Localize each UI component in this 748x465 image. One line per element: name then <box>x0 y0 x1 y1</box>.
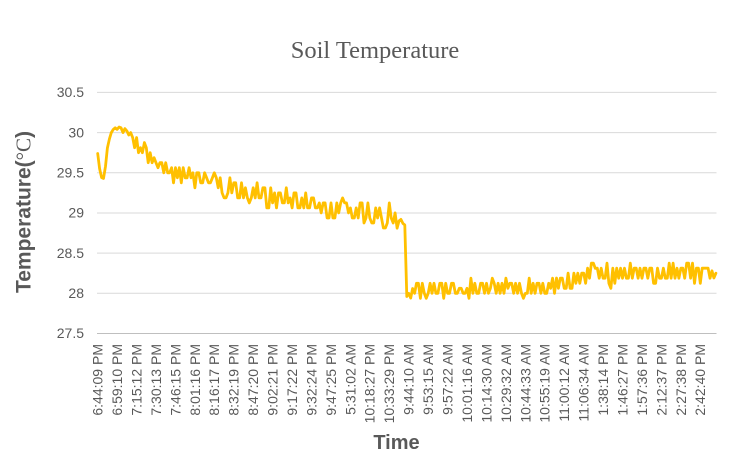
svg-text:29.5: 29.5 <box>57 165 84 181</box>
svg-text:2:42:40 PM: 2:42:40 PM <box>692 344 708 416</box>
svg-text:27.5: 27.5 <box>57 325 84 341</box>
svg-text:5:31:02 AM: 5:31:02 AM <box>342 344 358 415</box>
svg-text:9:57:22 AM: 9:57:22 AM <box>440 344 456 415</box>
svg-text:7:15:12 PM: 7:15:12 PM <box>129 344 145 416</box>
svg-text:2:27:38 PM: 2:27:38 PM <box>673 344 689 416</box>
svg-text:10:33:29 PM: 10:33:29 PM <box>381 344 397 423</box>
svg-text:28: 28 <box>68 285 84 301</box>
svg-text:7:30:13 PM: 7:30:13 PM <box>148 344 164 416</box>
svg-text:10:29:32 AM: 10:29:32 AM <box>498 344 514 423</box>
svg-text:1:46:27 PM: 1:46:27 PM <box>614 344 630 416</box>
svg-text:28.5: 28.5 <box>57 245 84 261</box>
svg-text:6:59:10 PM: 6:59:10 PM <box>109 344 125 416</box>
svg-text:8:01:16 PM: 8:01:16 PM <box>187 344 203 416</box>
svg-text:9:17:22 PM: 9:17:22 PM <box>284 344 300 416</box>
svg-text:8:32:19 PM: 8:32:19 PM <box>226 344 242 416</box>
svg-text:Time: Time <box>373 432 419 454</box>
svg-text:10:55:19 AM: 10:55:19 AM <box>537 344 553 423</box>
svg-text:11:06:34 AM: 11:06:34 AM <box>576 344 592 422</box>
svg-text:9:47:25 PM: 9:47:25 PM <box>323 344 339 416</box>
svg-text:7:46:15 PM: 7:46:15 PM <box>167 344 183 416</box>
svg-text:9:44:10 AM: 9:44:10 AM <box>401 344 417 415</box>
svg-text:10:01:16 AM: 10:01:16 AM <box>459 344 475 423</box>
svg-text:2:12:37 PM: 2:12:37 PM <box>653 344 669 416</box>
svg-text:1:57:36 PM: 1:57:36 PM <box>634 344 650 416</box>
svg-text:29: 29 <box>68 205 84 221</box>
svg-text:30.5: 30.5 <box>57 84 84 100</box>
svg-text:9:53:15 AM: 9:53:15 AM <box>420 344 436 415</box>
svg-text:10:14:30 AM: 10:14:30 AM <box>478 344 494 423</box>
svg-text:11:00:12 AM: 11:00:12 AM <box>556 344 572 422</box>
svg-text:8:16:17 PM: 8:16:17 PM <box>206 344 222 416</box>
svg-text:9:02:21 PM: 9:02:21 PM <box>265 344 281 416</box>
svg-text:Temperature(°C): Temperature(°C) <box>12 131 36 293</box>
svg-text:6:44:09 PM: 6:44:09 PM <box>90 344 106 416</box>
svg-text:10:44:33 AM: 10:44:33 AM <box>517 344 533 423</box>
svg-text:1:38:14 PM: 1:38:14 PM <box>595 344 611 416</box>
svg-text:30: 30 <box>68 124 84 140</box>
svg-text:8:47:20 PM: 8:47:20 PM <box>245 344 261 416</box>
svg-text:10:18:27 PM: 10:18:27 PM <box>362 344 378 423</box>
svg-text:9:32:24 PM: 9:32:24 PM <box>303 344 319 416</box>
svg-text:Soil Temperature: Soil Temperature <box>291 37 460 64</box>
